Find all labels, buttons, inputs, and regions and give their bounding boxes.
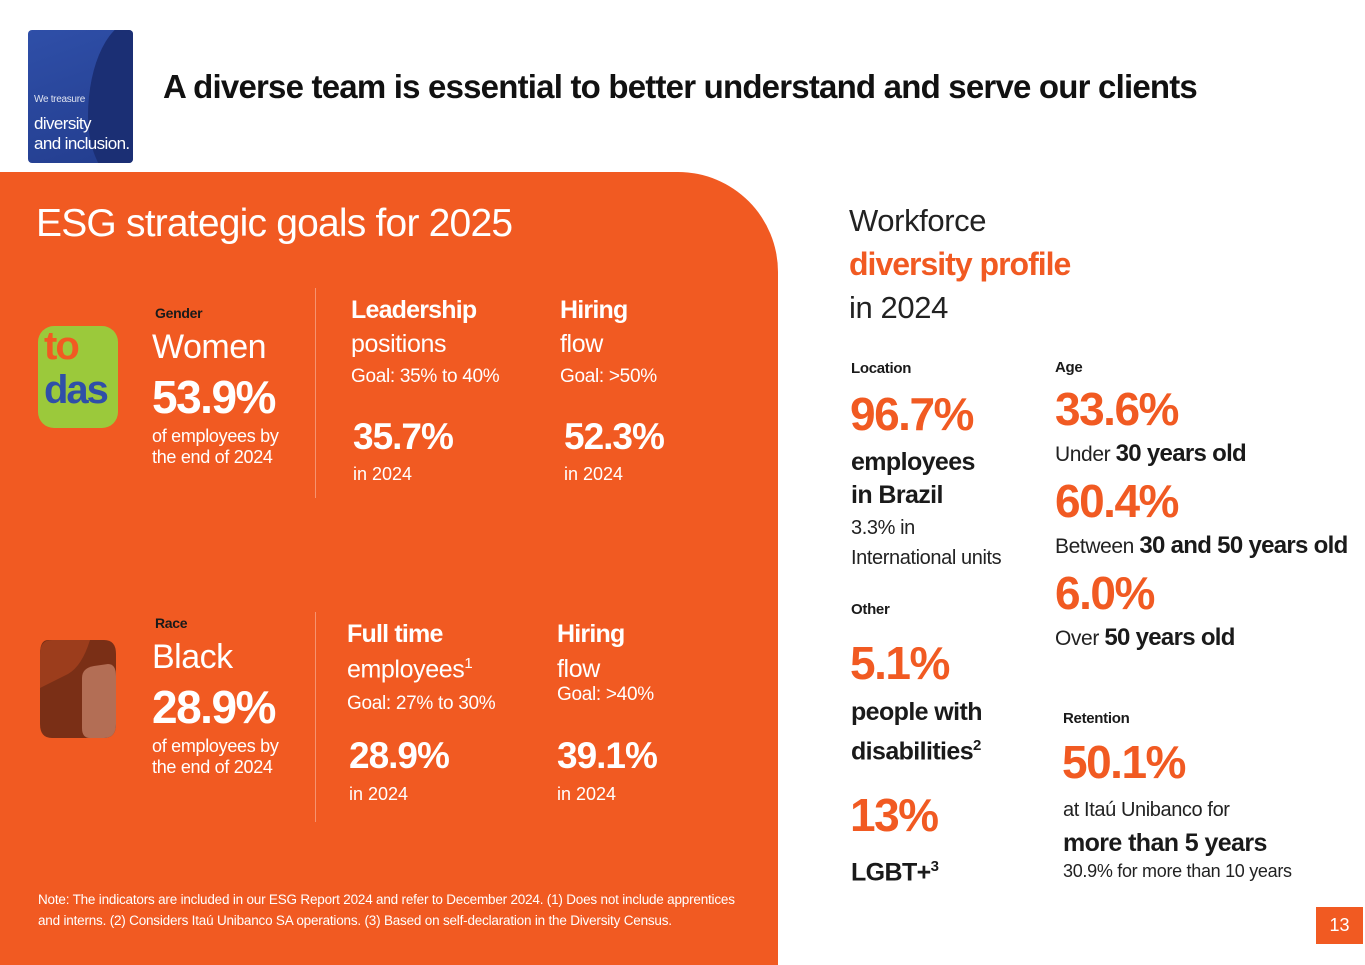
location-label: Location <box>851 360 912 377</box>
gender-hiring-sub: flow <box>560 330 603 358</box>
race-sub-1: of employees by <box>152 736 279 756</box>
age-text-3: Over 50 years old <box>1055 624 1235 652</box>
gender-sub-2: the end of 2024 <box>152 447 273 467</box>
location-value: 96.7% <box>850 388 974 440</box>
race-sub-2: the end of 2024 <box>152 757 273 777</box>
retention-sub-1: at Itaú Unibanco for <box>1063 799 1230 821</box>
footnote-line-2: and interns. (2) Considers Itaú Unibanco… <box>38 913 672 928</box>
badge-line-2: and inclusion. <box>34 134 130 153</box>
footnote-line-1: Note: The indicators are included in our… <box>38 892 735 907</box>
workforce-title-1: Workforce <box>849 203 987 238</box>
todas-logo-top: to <box>44 324 80 368</box>
location-sub-2: International units <box>851 547 1002 569</box>
gender-hiring-goal: Goal: >50% <box>560 366 657 387</box>
gender-hiring-value: 52.3% <box>564 416 665 457</box>
fulltime-value: 28.9% <box>349 735 450 776</box>
other-bold-3-wrap: LGBT+3 <box>851 850 939 889</box>
race-name: Black <box>152 638 233 676</box>
leadership-goal: Goal: 35% to 40% <box>351 366 500 387</box>
age-text-1-bold: 30 years old <box>1115 440 1247 467</box>
age-text-3-bold: 50 years old <box>1104 624 1235 651</box>
location-bold-1: employees <box>851 448 975 476</box>
race-hiring-sub: flow <box>557 655 600 683</box>
gender-value: 53.9% <box>152 371 276 423</box>
gender-sub-1: of employees by <box>152 426 279 446</box>
esg-title-strong: for 2025 <box>375 202 514 245</box>
fulltime-heading: Full time <box>347 620 443 648</box>
location-bold-2: in Brazil <box>851 481 943 509</box>
other-sup-3: 3 <box>930 858 939 875</box>
age-text-1: Under 30 years old <box>1055 440 1247 468</box>
race-icon <box>40 640 116 738</box>
page-title: A diverse team is essential to better un… <box>163 68 1198 105</box>
retention-bold: more than 5 years <box>1063 829 1267 857</box>
fulltime-sub: employees <box>347 655 465 684</box>
retention-label: Retention <box>1063 710 1130 727</box>
footnote: Note: The indicators are included in our… <box>38 889 758 931</box>
age-text-2-pre: Between <box>1055 535 1134 558</box>
other-bold-2: disabilities <box>851 737 974 766</box>
gender-label: Gender <box>155 305 203 321</box>
workforce-title-3: in 2024 <box>849 290 948 325</box>
other-value-1: 5.1% <box>850 637 950 689</box>
diversity-badge-logo: We treasure diversity and inclusion. <box>28 30 133 163</box>
fulltime-sup: 1 <box>464 655 473 672</box>
esg-goals-panel <box>0 172 778 965</box>
gender-hiring-heading: Hiring <box>560 296 628 324</box>
race-value: 28.9% <box>152 681 276 733</box>
race-hiring-year: in 2024 <box>557 784 617 804</box>
age-text-2-bold: 30 and 50 years old <box>1139 532 1348 559</box>
other-bold-2-wrap: disabilities2 <box>851 729 981 768</box>
fulltime-sub-wrap: employees1 <box>347 655 473 684</box>
retention-value: 50.1% <box>1062 736 1186 788</box>
todas-logo-bottom: das <box>44 368 109 412</box>
race-hiring-value: 39.1% <box>557 735 658 776</box>
page-number: 13 <box>1316 907 1363 944</box>
other-bold-3: LGBT+ <box>851 858 931 887</box>
location-sub-1: 3.3% in <box>851 517 915 539</box>
other-sup-2: 2 <box>973 737 981 754</box>
retention-sub-2: 30.9% for more than 10 years <box>1063 861 1292 881</box>
leadership-sub: positions <box>351 330 447 358</box>
todas-logo-icon: to das <box>38 324 118 428</box>
fulltime-year: in 2024 <box>349 784 409 804</box>
leadership-heading: Leadership <box>351 296 477 324</box>
badge-small-text: We treasure <box>34 94 85 105</box>
age-text-1-pre: Under <box>1055 443 1111 466</box>
workforce-title-2: diversity profile <box>849 246 1071 282</box>
fulltime-goal: Goal: 27% to 30% <box>347 693 496 714</box>
other-value-2: 13% <box>850 789 939 841</box>
race-label: Race <box>155 615 188 631</box>
age-value-3: 6.0% <box>1055 567 1155 619</box>
race-divider <box>315 612 316 822</box>
age-value-1: 33.6% <box>1055 383 1179 435</box>
esg-goals-title: ESG strategic goals for 2025 <box>36 202 514 246</box>
age-text-3-pre: Over <box>1055 627 1099 650</box>
gender-name: Women <box>152 328 267 366</box>
race-hiring-heading: Hiring <box>557 620 625 648</box>
other-bold-1: people with <box>851 698 983 726</box>
age-value-2: 60.4% <box>1055 475 1179 527</box>
other-label: Other <box>851 601 890 618</box>
age-label: Age <box>1055 359 1083 376</box>
gender-hiring-year: in 2024 <box>564 464 624 484</box>
race-hiring-goal: Goal: >40% <box>557 684 654 705</box>
leadership-year: in 2024 <box>353 464 413 484</box>
gender-divider <box>315 288 316 498</box>
age-text-2: Between 30 and 50 years old <box>1055 532 1348 560</box>
leadership-value: 35.7% <box>353 416 454 457</box>
badge-line-1: diversity <box>34 114 92 133</box>
esg-title-light: ESG strategic goals <box>36 202 366 245</box>
